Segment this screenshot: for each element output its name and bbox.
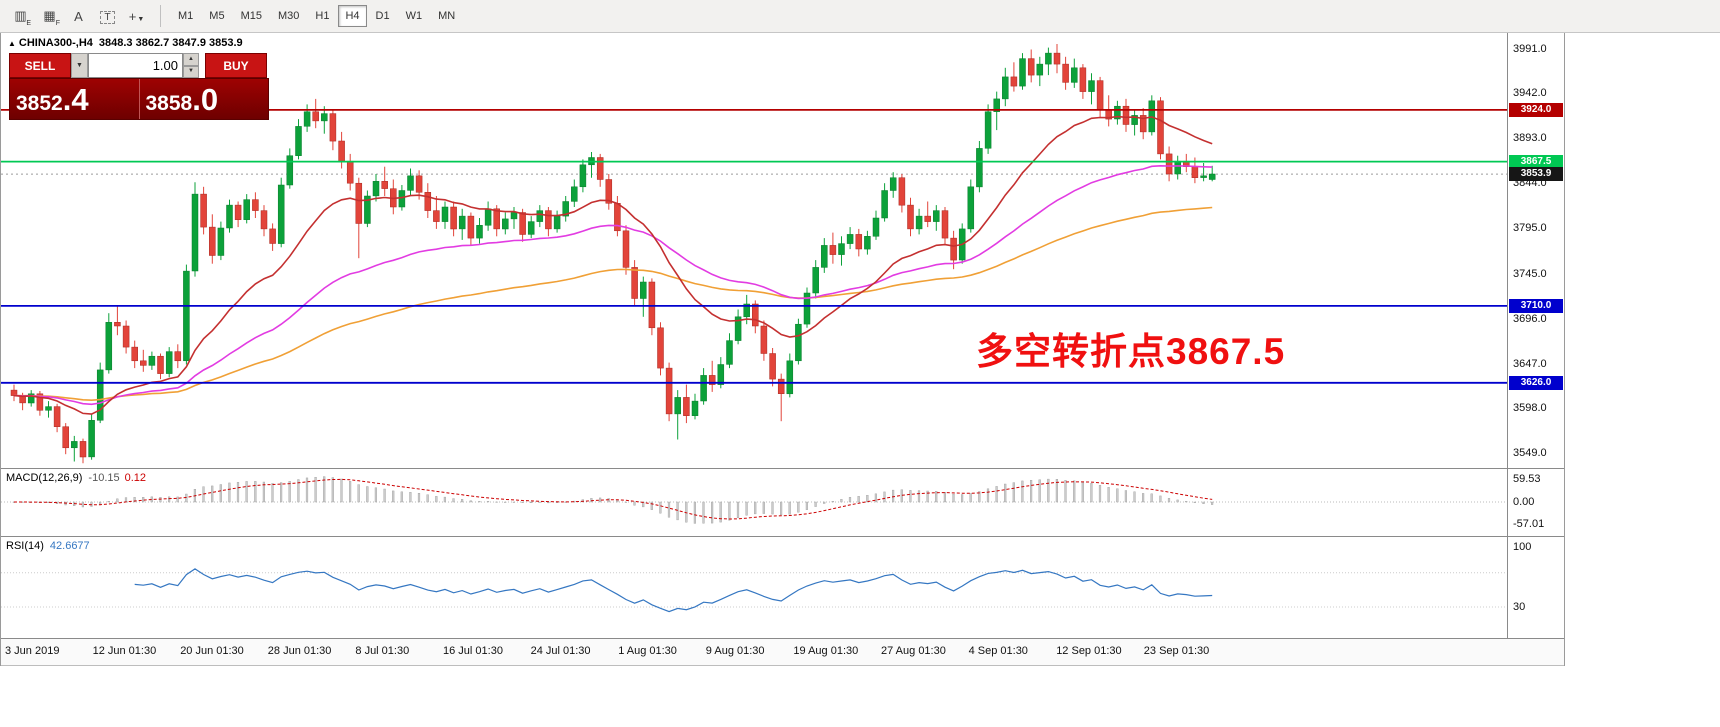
- time-label: 9 Aug 01:30: [705, 645, 765, 657]
- chart-window-icon[interactable]: ▥ E: [7, 4, 34, 28]
- volume-stepper: ▲ ▼: [183, 53, 199, 78]
- macd-tick: 59.53: [1513, 473, 1541, 485]
- rsi-name: RSI(14): [6, 540, 44, 552]
- time-label: 19 Aug 01:30: [793, 645, 859, 657]
- time-label: 28 Jun 01:30: [267, 645, 332, 657]
- price-badge-3626.0: 3626.0: [1509, 375, 1563, 390]
- indicator-window-icon-glyph: ▦: [43, 8, 56, 23]
- buy-price-main: 3858: [145, 92, 193, 115]
- price-plot[interactable]: [1, 33, 1507, 468]
- price-tick: 3647.0: [1513, 357, 1547, 370]
- volume-down-icon[interactable]: ▼: [183, 65, 199, 78]
- text-label-tool-icon-glyph: A: [74, 8, 83, 24]
- chart-window-icon-badge: E: [26, 20, 31, 27]
- buy-button[interactable]: BUY: [205, 53, 267, 78]
- macd-label: MACD(12,26,9) -10.15 0.12: [6, 472, 146, 484]
- price-tick: 3893.0: [1513, 132, 1547, 145]
- chart-window: ▲ CHINA300-,H4 3848.3 3862.7 3847.9 3853.9…: [0, 33, 1565, 666]
- timeframe-H4[interactable]: H4: [338, 5, 367, 27]
- rsi-tick: 30: [1513, 600, 1526, 613]
- macd-tick: -57.01: [1513, 518, 1545, 531]
- volume-input[interactable]: [88, 53, 183, 78]
- ohlc-values: 3848.3 3862.7 3847.9 3853.9: [98, 37, 243, 49]
- price-badge-3924.0: 3924.0: [1509, 102, 1563, 117]
- crosshair-tool-icon-glyph: +: [128, 8, 137, 24]
- timeframe-group: M1 M5 M15 M30 H1 H4 D1 W1 MN: [170, 5, 463, 27]
- timeframe-M30[interactable]: M30: [271, 5, 306, 27]
- macd-name: MACD(12,26,9): [6, 472, 83, 484]
- price-tick: 3598.0: [1513, 402, 1547, 415]
- price-badge-3710.0: 3710.0: [1509, 298, 1563, 313]
- time-label: 12 Jun 01:30: [92, 645, 157, 657]
- time-label: 12 Sep 01:30: [1056, 645, 1122, 657]
- time-label: 3 Jun 2019: [5, 645, 60, 657]
- timeframe-M15[interactable]: M15: [234, 5, 269, 27]
- text-label-tool-icon[interactable]: A: [65, 4, 92, 28]
- price-scale[interactable]: 3991.0 3942.0 3893.0 3844.0 3795.0 3745.0 3696…: [1507, 33, 1564, 468]
- sell-quote: 3852 .4: [10, 79, 139, 119]
- timeframe-W1[interactable]: W1: [399, 5, 430, 27]
- sell-price-decimal: .4: [62, 82, 89, 117]
- price-tick: 3991.0: [1513, 42, 1547, 55]
- macd-plot[interactable]: [1, 469, 1507, 536]
- crosshair-tool-icon[interactable]: +▼: [123, 4, 150, 28]
- chart-title: ▲ CHINA300-,H4 3848.3 3862.7 3847.9 3853.9: [8, 37, 243, 49]
- price-chart-panel: ▲ CHINA300-,H4 3848.3 3862.7 3847.9 3853.9…: [1, 33, 1564, 469]
- indicator-window-icon[interactable]: ▦ F: [36, 4, 63, 28]
- price-badge-3867.5: 3867.5: [1509, 154, 1563, 169]
- time-label: 24 Jul 01:30: [530, 645, 591, 657]
- price-tick: 3549.0: [1513, 447, 1547, 460]
- price-tick: 3745.0: [1513, 267, 1547, 280]
- sell-button[interactable]: SELL: [9, 53, 71, 78]
- timeframe-D1[interactable]: D1: [369, 5, 397, 27]
- timeframe-MN[interactable]: MN: [431, 5, 462, 27]
- time-axis[interactable]: 3 Jun 2019 12 Jun 01:30 20 Jun 01:30 28 Jun…: [1, 639, 1564, 666]
- dropdown-caret-icon: ▼: [137, 15, 145, 23]
- time-label: 4 Sep 01:30: [968, 645, 1028, 657]
- volume-up-icon[interactable]: ▲: [183, 53, 199, 66]
- buy-quote: 3858 .0: [138, 79, 269, 119]
- time-label: 20 Jun 01:30: [180, 645, 244, 657]
- rsi-plot[interactable]: [1, 537, 1507, 638]
- price-badge-3853.9: 3853.9: [1509, 167, 1563, 182]
- rsi-value: 42.6677: [49, 540, 90, 552]
- price-tick: 3942.0: [1513, 87, 1547, 100]
- toolbar: ▥ E ▦ F A T +▼ M1 M5 M15 M30 H1 H4 D1 W1 MN: [0, 0, 1720, 33]
- price-tick: 3795.0: [1513, 222, 1547, 235]
- quote-display: 3852 .4 3858 .0: [9, 78, 269, 120]
- time-label: 27 Aug 01:30: [881, 645, 946, 657]
- chart-window-icon-glyph: ▥: [14, 8, 27, 23]
- toolbar-separator: [160, 5, 161, 27]
- sell-price-main: 3852: [16, 92, 63, 115]
- chart-annotation: 多空转折点3867.5: [976, 331, 1286, 372]
- macd-panel: MACD(12,26,9) -10.15 0.12 59.53 0.00 -57.01: [1, 469, 1564, 537]
- macd-tick: 0.00: [1513, 496, 1535, 508]
- rsi-tick: 100: [1513, 541, 1532, 553]
- rsi-label: RSI(14) 42.6677: [6, 540, 90, 552]
- macd-signal-value: 0.12: [124, 472, 147, 484]
- timeframe-H1[interactable]: H1: [308, 5, 336, 27]
- one-click-trade-panel: SELL ▼ ▲ ▼ BUY 3852 .4 3858: [9, 53, 269, 120]
- time-label: 16 Jul 01:30: [443, 645, 503, 657]
- tool-icon-group: ▥ E ▦ F A T +▼: [6, 4, 151, 28]
- text-box-tool-icon-glyph: T: [100, 11, 115, 24]
- volume-dropdown-icon[interactable]: ▼: [71, 53, 88, 78]
- price-tick: 3696.0: [1513, 312, 1547, 325]
- one-click-collapse-icon[interactable]: ▲: [8, 39, 16, 48]
- time-label: 8 Jul 01:30: [355, 645, 410, 657]
- symbol-period-label: CHINA300-,H4: [18, 37, 93, 49]
- text-box-tool-icon[interactable]: T: [94, 4, 121, 28]
- indicator-window-icon-badge: F: [55, 20, 60, 27]
- macd-value: -10.15: [88, 472, 120, 484]
- buy-price-decimal: .0: [192, 82, 219, 117]
- macd-scale[interactable]: 59.53 0.00 -57.01: [1507, 469, 1564, 536]
- timeframe-M1[interactable]: M1: [171, 5, 200, 27]
- timeframe-M5[interactable]: M5: [202, 5, 231, 27]
- time-label: 23 Sep 01:30: [1143, 645, 1210, 657]
- rsi-panel: RSI(14) 42.6677 100 30: [1, 537, 1564, 639]
- time-label: 1 Aug 01:30: [618, 645, 677, 657]
- rsi-scale[interactable]: 100 30: [1507, 537, 1564, 638]
